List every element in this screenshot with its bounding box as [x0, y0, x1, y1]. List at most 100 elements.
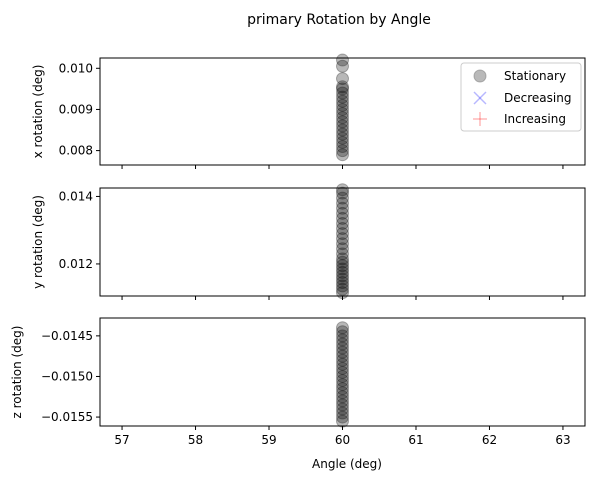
data-point: [336, 386, 349, 400]
legend-marker-stroke: [473, 91, 487, 105]
data-point: [336, 102, 349, 116]
legend-label: Increasing: [504, 112, 566, 126]
data-point: [336, 232, 349, 246]
data-point: [336, 196, 349, 210]
data-point: [336, 123, 349, 137]
legend-marker-stroke: [473, 91, 487, 105]
data-point: [336, 111, 349, 125]
data-point: [336, 282, 349, 296]
data-point: [336, 357, 349, 371]
y-axis-label-3: z rotation (deg): [10, 326, 24, 419]
data-point: [336, 227, 349, 241]
legend-marker-stationary: [473, 69, 487, 83]
data-point: [336, 144, 349, 158]
x-tick-label: 62: [482, 433, 497, 447]
data-point: [336, 148, 349, 162]
panel-2: 0.012 0.014 y rotation (deg): [31, 183, 586, 300]
data-point: [336, 259, 349, 273]
data-point: [336, 94, 349, 108]
data-point: [336, 252, 349, 266]
data-point: [336, 329, 349, 343]
data-point: [336, 119, 349, 133]
x-tick-label: 63: [555, 433, 570, 447]
data-point: [336, 82, 349, 96]
y-tick-label: 0.009: [59, 102, 93, 116]
legend-label: Decreasing: [504, 91, 571, 105]
y-tick-label: −0.0145: [41, 329, 93, 343]
data-point: [336, 333, 349, 347]
data-point: [336, 390, 349, 404]
data-point: [336, 211, 349, 225]
x-tick-label: 58: [188, 433, 203, 447]
data-point: [336, 237, 349, 251]
data-point: [336, 279, 349, 293]
data-point: [336, 222, 349, 235]
data-point: [336, 242, 349, 256]
data-point: [336, 394, 349, 408]
legend-marker-increasing: [473, 112, 487, 126]
legend-label: Stationary: [504, 69, 566, 83]
data-point: [336, 127, 349, 141]
data-point: [336, 410, 349, 424]
data-point: [336, 286, 349, 300]
x-axis-label: Angle (deg): [312, 457, 382, 471]
data-point: [336, 206, 349, 220]
chart-title: primary Rotation by Angle: [247, 12, 431, 28]
data-point: [336, 98, 349, 112]
data-point: [336, 374, 349, 388]
y-axis-label-2: y rotation (deg): [31, 195, 45, 289]
data-point: [336, 402, 349, 416]
data-point: [336, 337, 349, 351]
x-tick-label: 59: [261, 433, 276, 447]
y-tick-label: −0.0150: [41, 369, 93, 383]
data-point: [336, 361, 349, 375]
data-point: [336, 186, 349, 200]
data-point: [336, 262, 349, 276]
data-point: [336, 265, 349, 279]
legend-marker-decreasing: [473, 91, 487, 105]
panel-3: −0.0145 −0.0150 −0.0155 57 58 59 60 61 62 63 z rot…: [10, 317, 586, 447]
data-point: [336, 398, 349, 412]
data-point: [336, 107, 349, 121]
data-point: [336, 345, 349, 359]
data-point: [336, 325, 349, 339]
data-point: [336, 80, 349, 94]
data-point: [336, 369, 349, 383]
data-point: [336, 72, 349, 86]
data-point: [336, 321, 349, 335]
y-tick-label: 0.008: [59, 144, 93, 158]
data-point: [336, 247, 349, 261]
data-point: [336, 90, 349, 104]
data-point: [336, 139, 349, 153]
data-point: [336, 414, 349, 428]
data-point: [336, 53, 349, 67]
data-point: [336, 255, 349, 269]
x-tick-label: 57: [114, 433, 129, 447]
data-point: [336, 191, 349, 205]
data-point: [336, 201, 349, 215]
data-point: [336, 353, 349, 367]
data-point: [336, 86, 349, 100]
panel-1: 0.008 0.009 0.010 x rotation (deg): [31, 53, 586, 169]
data-point: [336, 276, 349, 289]
data-point: [336, 382, 349, 396]
data-point: [336, 349, 349, 363]
data-point: [336, 216, 349, 230]
data-point: [336, 378, 349, 392]
legend-box: [460, 62, 582, 132]
data-point: [336, 365, 349, 379]
data-point: [336, 341, 349, 355]
data-point: [336, 406, 349, 420]
x-tick-label: 61: [408, 433, 423, 447]
data-point: [336, 115, 349, 129]
legend: Stationary Decreasing Increasing: [460, 62, 582, 132]
y-tick-label: 0.012: [59, 257, 93, 271]
data-point: [336, 135, 349, 149]
data-point: [336, 269, 349, 283]
data-point: [336, 131, 349, 145]
data-point: [336, 183, 349, 197]
data-point: [336, 59, 349, 73]
y-tick-label: 0.010: [59, 61, 93, 75]
